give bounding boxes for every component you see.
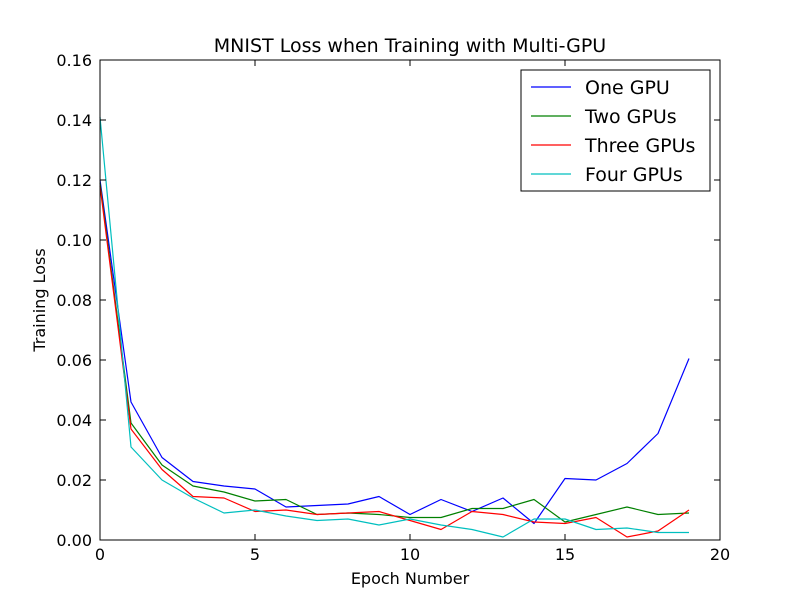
y-tick-label: 0.08 [56, 291, 92, 310]
y-tick-label: 0.14 [56, 111, 92, 130]
legend-label: Two GPUs [584, 106, 677, 128]
y-tick-label: 0.12 [56, 171, 92, 190]
x-tick-label: 5 [250, 545, 260, 564]
x-tick-label: 0 [95, 545, 105, 564]
series-line-1 [99, 179, 690, 525]
y-tick-label: 0.06 [56, 351, 92, 370]
y-tick-label: 0.00 [56, 531, 92, 550]
y-tick-label: 0.04 [56, 411, 92, 430]
legend-label: Four GPUs [585, 164, 683, 186]
x-tick-label: 15 [555, 545, 575, 564]
series-line-4 [99, 116, 689, 538]
legend-box [520, 69, 711, 192]
y-tick-label: 0.02 [56, 471, 92, 490]
legend: One GPU Two GPUs Three GPUs Four GPUs [520, 69, 711, 192]
series-lines [99, 116, 690, 538]
y-tick-label: 0.10 [56, 231, 92, 250]
legend-label: Three GPUs [584, 135, 695, 157]
y-axis-label: Training Loss [30, 248, 49, 352]
x-axis-label: Epoch Number [351, 569, 470, 588]
chart-title: MNIST Loss when Training with Multi-GPU [214, 35, 606, 57]
x-tick-label: 10 [400, 545, 420, 564]
x-axis: 0 5 10 15 20 [95, 60, 730, 564]
legend-label: One GPU [585, 77, 670, 99]
x-tick-label: 20 [710, 545, 730, 564]
series-line-2 [99, 182, 690, 523]
y-axis: 0.00 0.02 0.04 0.06 0.08 0.10 0.12 0.14 0.16 [56, 51, 720, 550]
series-line-3 [99, 185, 690, 538]
y-tick-label: 0.16 [56, 51, 92, 70]
